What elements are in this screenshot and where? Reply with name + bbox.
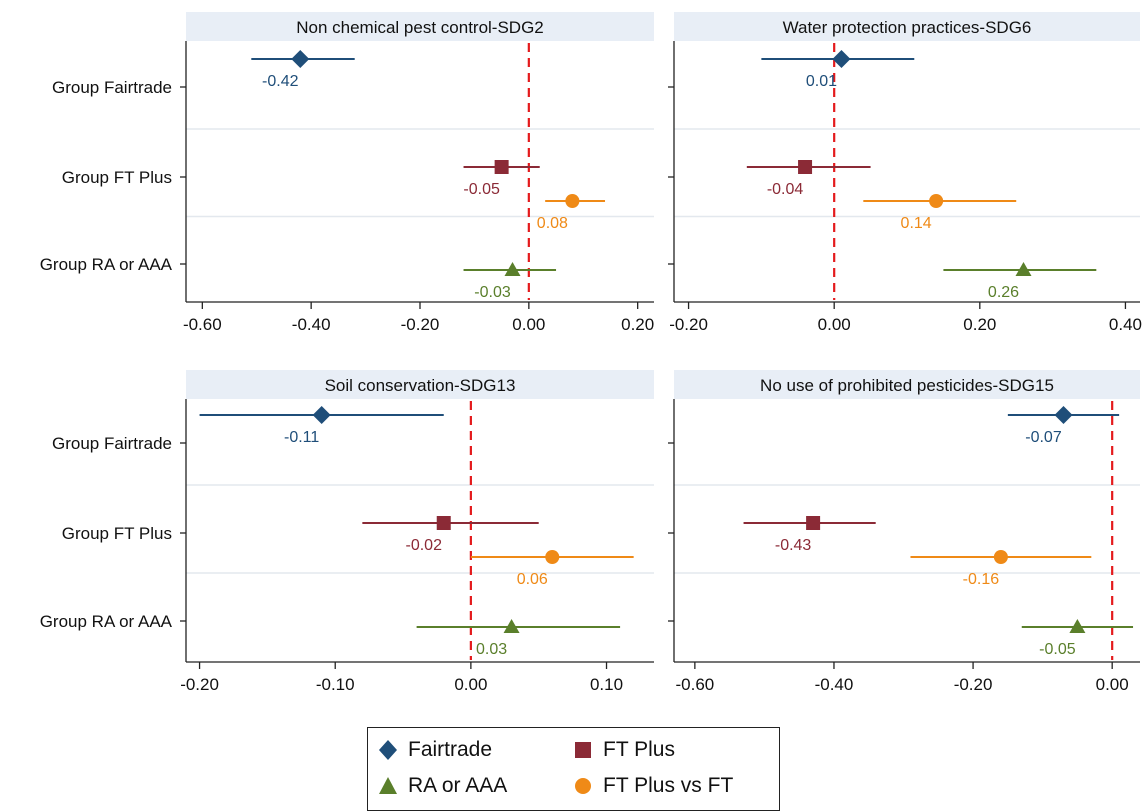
x-tick-label: 0.20 xyxy=(963,315,996,334)
group-label: Group Fairtrade xyxy=(52,78,172,97)
x-tick-label: -0.10 xyxy=(316,675,355,694)
x-tick-label: 0.00 xyxy=(512,315,545,334)
panel-header xyxy=(186,370,654,399)
value-label-fairtrade: 0.01 xyxy=(806,73,837,90)
panel-header xyxy=(186,12,654,41)
point-ft-plus-vs-ft xyxy=(929,194,944,208)
x-tick-label: -0.40 xyxy=(815,675,854,694)
group-label: Group RA or AAA xyxy=(40,612,173,631)
value-label-fairtrade: -0.07 xyxy=(1025,429,1062,446)
x-tick-label: 0.10 xyxy=(590,675,623,694)
panel-2: Water protection practices-SDG6 -0.20 0.00… xyxy=(668,12,1142,334)
panel-title: Non chemical pest control-SDG2 xyxy=(296,18,544,37)
point-ft-plus xyxy=(494,160,509,174)
legend-label-ft-plus: FT Plus xyxy=(603,738,675,761)
panel-title: Soil conservation-SDG13 xyxy=(325,376,516,395)
x-tick-label: 0.00 xyxy=(818,315,851,334)
group-label: Group Fairtrade xyxy=(52,434,172,453)
panel-1: Non chemical pest control-SDG2 Group Fair… xyxy=(40,12,654,334)
group-label: Group RA or AAA xyxy=(40,255,173,274)
panel-title: Water protection practices-SDG6 xyxy=(783,18,1032,37)
diamond-icon xyxy=(379,740,397,760)
value-label-ra-or-aaa: 0.26 xyxy=(988,284,1019,301)
value-label-ft-plus: -0.05 xyxy=(463,181,500,198)
legend-item-ft-plus: FT Plus xyxy=(573,738,675,762)
x-tick-label: 0.00 xyxy=(1096,675,1129,694)
x-tick-label: -0.20 xyxy=(954,675,993,694)
value-label-ft-plus-vs-ft: 0.14 xyxy=(901,215,932,232)
x-tick-label: -0.60 xyxy=(183,315,222,334)
panel-header xyxy=(674,12,1140,41)
group-label: Group FT Plus xyxy=(62,168,172,187)
x-tick-label: 0.40 xyxy=(1109,315,1142,334)
legend: Fairtrade FT Plus RA or AAA FT Plus vs F… xyxy=(367,727,780,811)
value-label-ft-plus-vs-ft: 0.06 xyxy=(517,571,548,588)
point-fairtrade xyxy=(1054,406,1073,424)
value-label-ft-plus: -0.43 xyxy=(775,537,812,554)
point-fairtrade xyxy=(291,50,310,68)
value-label-fairtrade: -0.42 xyxy=(262,73,299,90)
x-tick-label: 0.20 xyxy=(621,315,654,334)
point-ft-plus-vs-ft xyxy=(545,550,560,564)
legend-item-ft-plus-vs-ft: FT Plus vs FT xyxy=(573,774,733,798)
point-ra-or-aaa xyxy=(504,262,521,276)
panel-header xyxy=(674,370,1140,399)
point-ft-plus xyxy=(798,160,813,174)
x-tick-label: -0.20 xyxy=(401,315,440,334)
point-fairtrade xyxy=(832,50,851,68)
legend-item-ra-or-aaa: RA or AAA xyxy=(378,774,507,798)
point-ft-plus xyxy=(436,516,451,530)
point-ra-or-aaa xyxy=(1069,619,1086,633)
legend-item-fairtrade: Fairtrade xyxy=(378,738,492,762)
value-label-ra-or-aaa: -0.05 xyxy=(1039,641,1076,658)
point-ft-plus-vs-ft xyxy=(565,194,580,208)
point-ft-plus-vs-ft xyxy=(993,550,1008,564)
x-tick-label: 0.00 xyxy=(454,675,487,694)
square-icon xyxy=(575,742,591,758)
panel-4: No use of prohibited pesticides-SDG15 -0.… xyxy=(668,370,1140,694)
x-tick-label: -0.60 xyxy=(675,675,714,694)
panel-title: No use of prohibited pesticides-SDG15 xyxy=(760,376,1054,395)
value-label-ft-plus: -0.04 xyxy=(767,181,804,198)
circle-icon xyxy=(575,778,591,794)
legend-label-fairtrade: Fairtrade xyxy=(408,738,493,761)
panel-3: Soil conservation-SDG13 Group Fairtrade Gr… xyxy=(40,370,654,694)
point-ft-plus xyxy=(806,516,821,530)
triangle-icon xyxy=(379,777,397,794)
value-label-ft-plus-vs-ft: -0.16 xyxy=(963,571,1000,588)
value-label-ra-or-aaa: -0.03 xyxy=(474,284,511,301)
point-ra-or-aaa xyxy=(1015,262,1032,276)
value-label-ra-or-aaa: 0.03 xyxy=(476,641,507,658)
legend-label-ra-or-aaa: RA or AAA xyxy=(408,774,508,797)
x-tick-label: -0.20 xyxy=(669,315,708,334)
value-label-ft-plus: -0.02 xyxy=(406,537,443,554)
value-label-ft-plus-vs-ft: 0.08 xyxy=(537,215,568,232)
value-label-fairtrade: -0.11 xyxy=(284,429,319,446)
group-label: Group FT Plus xyxy=(62,524,172,543)
point-fairtrade xyxy=(312,406,331,424)
x-tick-label: -0.20 xyxy=(180,675,219,694)
legend-label-ft-plus-vs-ft: FT Plus vs FT xyxy=(603,774,734,797)
point-ra-or-aaa xyxy=(503,619,520,633)
x-tick-label: -0.40 xyxy=(292,315,331,334)
